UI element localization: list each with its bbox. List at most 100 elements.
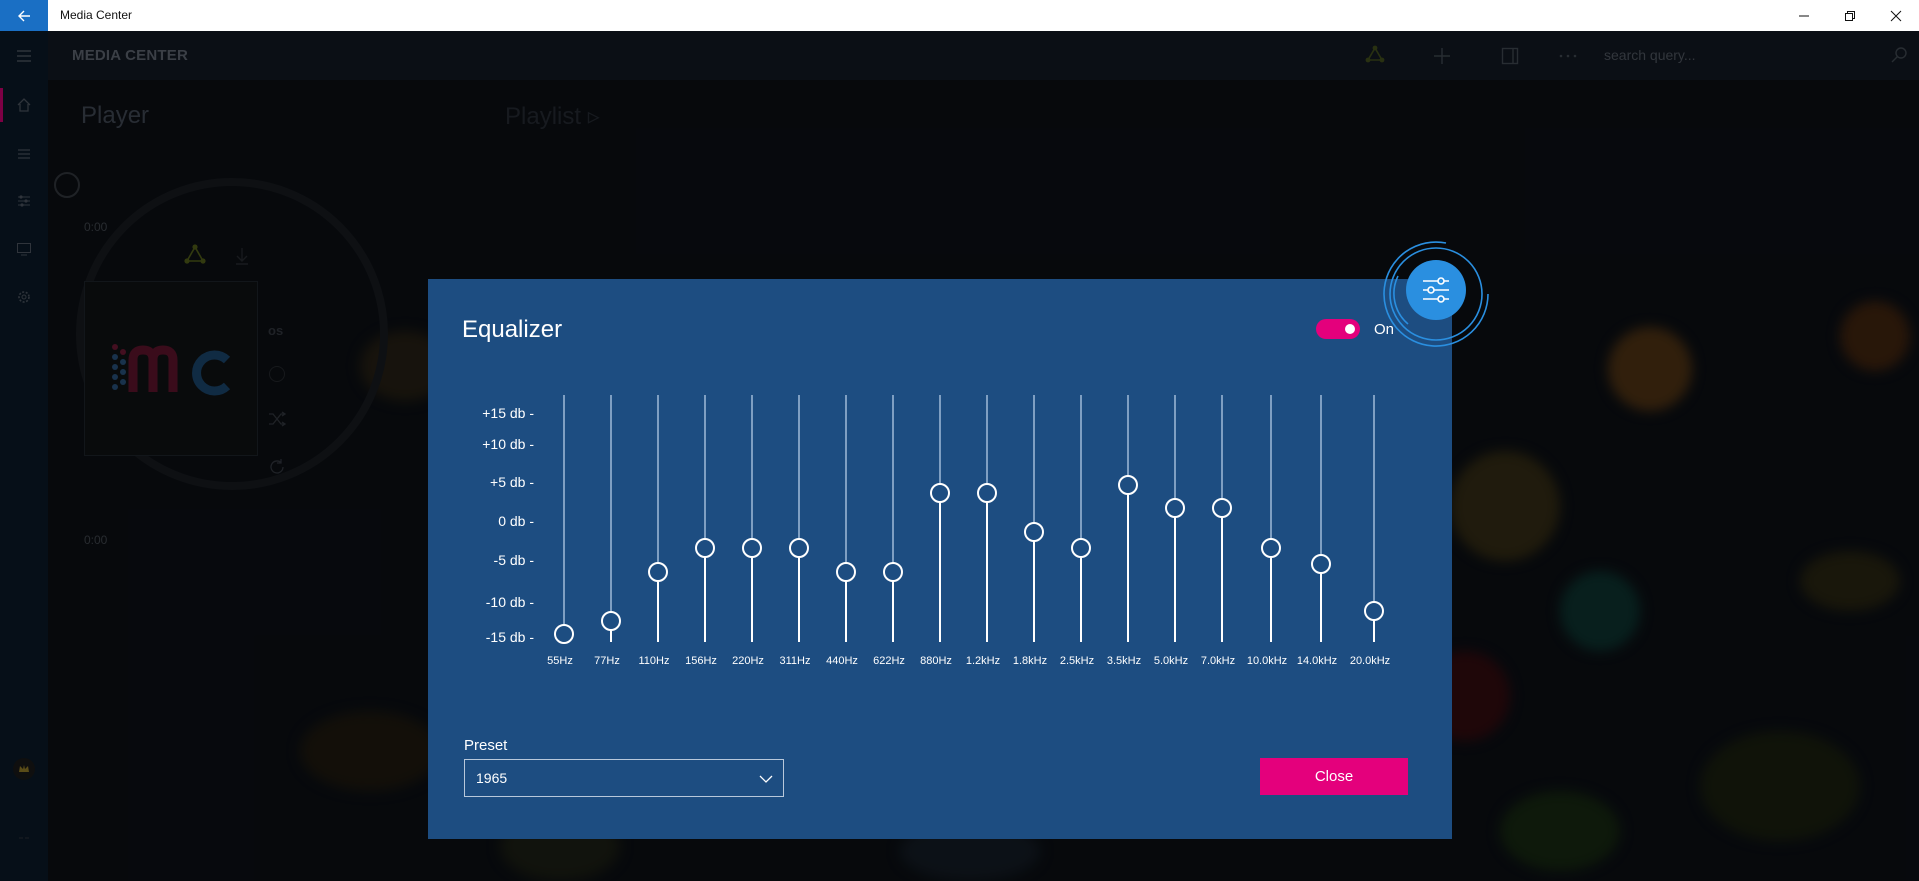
band-track[interactable] (1174, 395, 1176, 509)
svg-text:os: os (268, 323, 283, 337)
band-slider-knob[interactable] (601, 610, 621, 631)
time-elapsed: 0:00 (84, 220, 108, 234)
band-track[interactable] (563, 395, 565, 634)
monitor-icon[interactable] (16, 241, 32, 257)
db-label: +5 db - (490, 474, 534, 490)
player-progress-ring[interactable] (76, 178, 388, 490)
band-level-fill (1033, 532, 1035, 642)
hamburger-icon[interactable] (16, 48, 32, 64)
band-track[interactable] (1221, 395, 1223, 509)
settings-icon[interactable] (16, 289, 32, 305)
bokeh-light (300, 711, 440, 791)
band-track[interactable] (845, 395, 847, 573)
tablet-icon[interactable] (1500, 46, 1520, 66)
band-slider-knob[interactable] (1364, 600, 1384, 621)
dialog-title: Equalizer (462, 316, 563, 343)
band-track[interactable] (704, 395, 706, 548)
band-level-fill (1320, 564, 1322, 642)
band-track[interactable] (1080, 395, 1082, 548)
db-label: -10 db - (485, 594, 534, 610)
band-level-fill (704, 548, 706, 642)
band-slider-knob[interactable] (1261, 538, 1281, 558)
minimize-button[interactable] (1781, 0, 1827, 31)
band-slider-knob[interactable] (1311, 554, 1331, 575)
band-slider-knob[interactable] (695, 538, 715, 558)
cast-small-icon[interactable] (182, 243, 208, 269)
add-icon[interactable] (1432, 46, 1452, 66)
equalizer-icon[interactable] (16, 193, 32, 209)
cast-icon[interactable] (1364, 45, 1386, 67)
preset-value: 1965 (476, 770, 508, 786)
band-slider-knob[interactable] (1118, 474, 1138, 495)
band-track[interactable] (1320, 395, 1322, 565)
band-track[interactable] (610, 395, 612, 621)
band-track[interactable] (751, 395, 753, 548)
band-frequency-label: 55Hz (547, 655, 573, 667)
band-slider-knob[interactable] (883, 562, 903, 583)
more-icon[interactable] (1558, 51, 1578, 61)
lastfm-icon[interactable]: os (268, 323, 288, 337)
equalizer-badge-icon[interactable] (1378, 236, 1494, 352)
band-track[interactable] (1373, 395, 1375, 611)
equalizer-toggle[interactable] (1316, 319, 1360, 339)
band-level-fill (892, 572, 894, 642)
crown-badge-icon[interactable] (12, 757, 36, 781)
band-slider-knob[interactable] (1212, 498, 1232, 519)
band-frequency-label: 5.0kHz (1153, 655, 1189, 667)
band-frequency-label: 880Hz (920, 655, 952, 667)
band-frequency-label: 10.0kHz (1246, 655, 1288, 667)
db-label: +10 db - (482, 436, 534, 452)
bokeh-light (1500, 791, 1620, 871)
close-window-button[interactable] (1873, 0, 1919, 31)
playlist-icon[interactable] (16, 146, 32, 162)
band-track[interactable] (1033, 395, 1035, 532)
band-slider-knob[interactable] (554, 624, 574, 644)
band-slider-knob[interactable] (789, 538, 809, 558)
band-level-fill (1373, 610, 1375, 642)
bokeh-light (1450, 451, 1560, 561)
restore-button[interactable] (1827, 0, 1873, 31)
band-level-fill (610, 620, 612, 642)
band-frequency-label: 14.0kHz (1296, 655, 1338, 667)
app-title: Media Center (60, 8, 133, 22)
band-slider-knob[interactable] (930, 482, 950, 503)
band-slider-knob[interactable] (648, 562, 668, 583)
band-level-fill (1221, 508, 1223, 642)
close-button[interactable]: Close (1260, 758, 1408, 795)
info-icon[interactable] (268, 365, 286, 383)
download-icon[interactable] (234, 246, 250, 266)
band-slider-knob[interactable] (1024, 522, 1044, 542)
band-track[interactable] (986, 395, 988, 493)
extra-icon[interactable] (16, 830, 32, 846)
db-label: -5 db - (493, 552, 534, 568)
band-slider-knob[interactable] (836, 562, 856, 583)
playlist-link[interactable]: Playlist ▹ (505, 103, 600, 130)
band-track[interactable] (1270, 395, 1272, 548)
band-level-fill (1127, 484, 1129, 642)
band-track[interactable] (657, 395, 659, 573)
home-icon[interactable] (16, 97, 32, 113)
band-track[interactable] (798, 395, 800, 548)
back-arrow-icon (18, 10, 30, 21)
band-slider-knob[interactable] (1071, 538, 1091, 558)
chevron-down-icon (759, 775, 773, 783)
album-cover (84, 281, 258, 456)
band-frequency-label: 311Hz (779, 655, 811, 667)
band-track[interactable] (892, 395, 894, 573)
search-input[interactable]: search query... (1604, 47, 1696, 63)
band-slider-knob[interactable] (1165, 498, 1185, 519)
preset-label: Preset (464, 737, 508, 754)
band-frequency-label: 3.5kHz (1106, 655, 1142, 667)
repeat-icon[interactable] (268, 458, 286, 476)
active-indicator (0, 88, 3, 122)
bokeh-light (1560, 571, 1640, 651)
band-track[interactable] (1127, 395, 1129, 485)
back-button[interactable] (0, 0, 48, 31)
search-icon[interactable] (1890, 46, 1908, 64)
band-slider-knob[interactable] (977, 482, 997, 503)
shuffle-icon[interactable] (268, 411, 286, 427)
band-slider-knob[interactable] (742, 538, 762, 558)
preset-dropdown[interactable]: 1965 (464, 759, 784, 797)
band-track[interactable] (939, 395, 941, 493)
progress-knob[interactable] (54, 172, 80, 198)
